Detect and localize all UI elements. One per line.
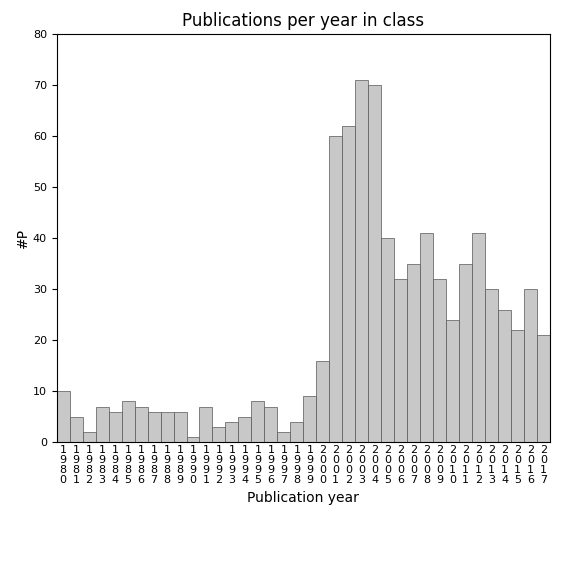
Bar bbox=[356, 80, 368, 442]
Bar bbox=[407, 264, 420, 442]
Bar bbox=[537, 335, 550, 442]
Bar bbox=[511, 330, 524, 442]
Bar bbox=[381, 238, 394, 442]
Bar bbox=[70, 417, 83, 442]
Bar bbox=[96, 407, 109, 442]
Y-axis label: #P: #P bbox=[16, 228, 30, 248]
Bar bbox=[446, 320, 459, 442]
Bar bbox=[109, 412, 121, 442]
Bar bbox=[83, 432, 96, 442]
Bar bbox=[121, 401, 134, 442]
Bar bbox=[200, 407, 213, 442]
Bar bbox=[134, 407, 147, 442]
Bar bbox=[174, 412, 187, 442]
Bar bbox=[290, 422, 303, 442]
Bar bbox=[342, 126, 356, 442]
Bar bbox=[187, 437, 200, 442]
Bar bbox=[160, 412, 174, 442]
Bar bbox=[277, 432, 290, 442]
Bar bbox=[420, 233, 433, 442]
Bar bbox=[524, 289, 537, 442]
Bar bbox=[498, 310, 511, 442]
X-axis label: Publication year: Publication year bbox=[247, 490, 359, 505]
Bar bbox=[251, 401, 264, 442]
Bar bbox=[472, 233, 485, 442]
Bar bbox=[368, 85, 381, 442]
Title: Publications per year in class: Publications per year in class bbox=[182, 12, 425, 29]
Bar bbox=[316, 361, 329, 442]
Bar bbox=[459, 264, 472, 442]
Bar bbox=[329, 136, 342, 442]
Bar bbox=[226, 422, 239, 442]
Bar bbox=[394, 279, 407, 442]
Bar bbox=[239, 417, 251, 442]
Bar bbox=[264, 407, 277, 442]
Bar bbox=[485, 289, 498, 442]
Bar bbox=[213, 427, 226, 442]
Bar bbox=[147, 412, 160, 442]
Bar bbox=[433, 279, 446, 442]
Bar bbox=[303, 396, 316, 442]
Bar bbox=[57, 391, 70, 442]
